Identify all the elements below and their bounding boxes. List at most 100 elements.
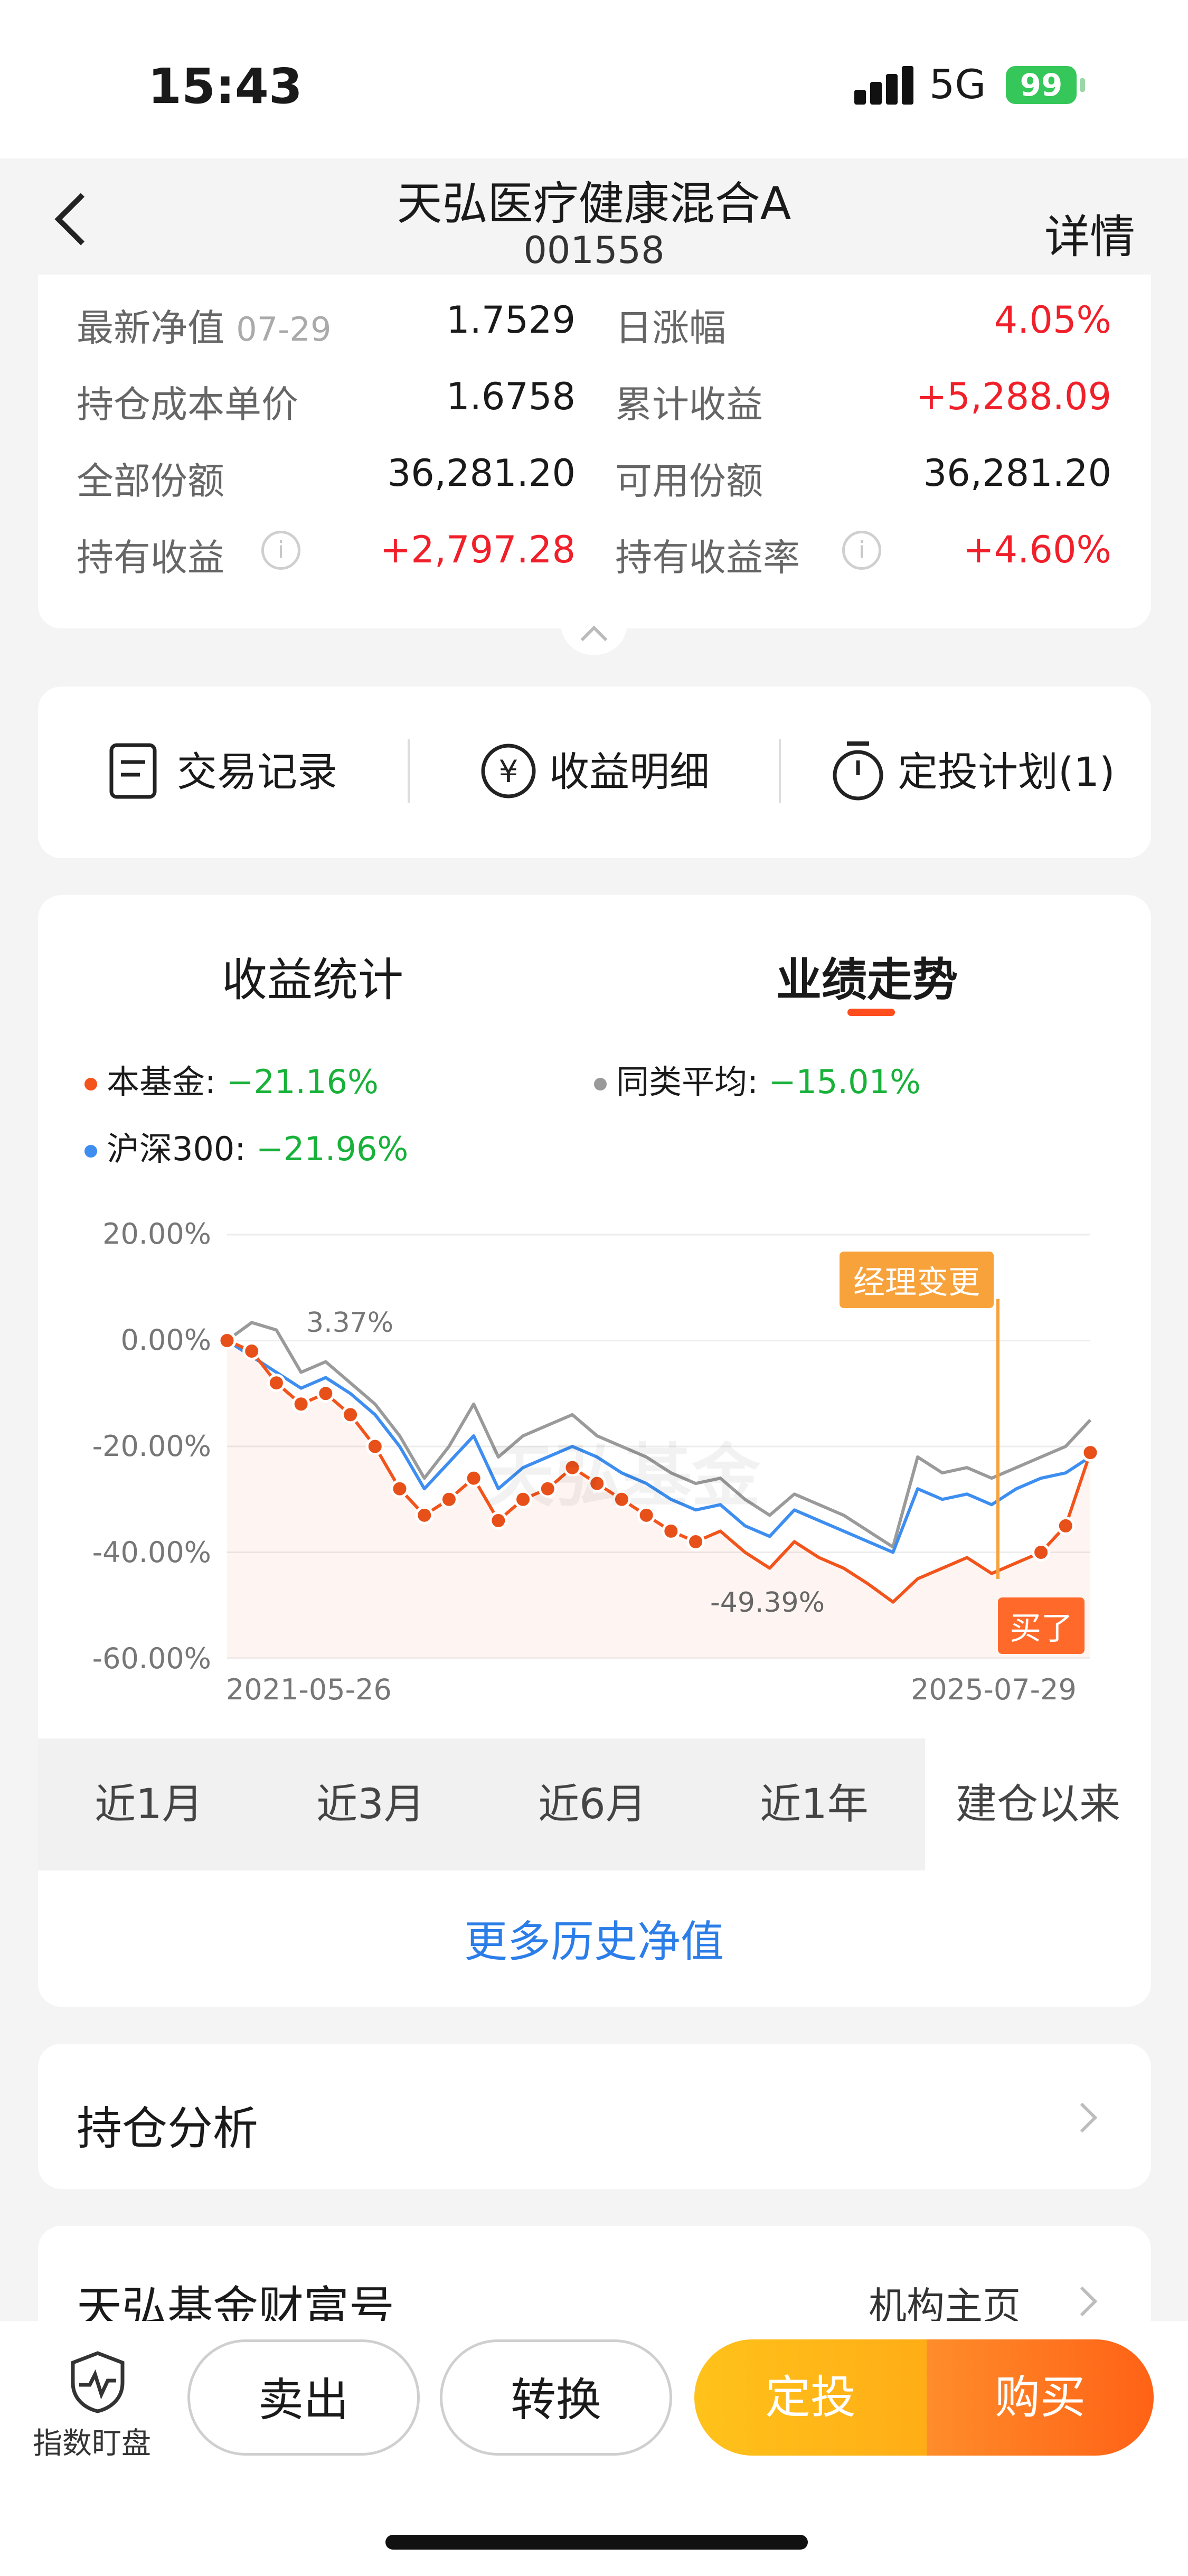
holdings-analysis-title: 持仓分析 — [77, 2102, 258, 2155]
available-shares-value: 36,281.20 — [923, 452, 1111, 495]
holdings-card — [38, 275, 1151, 628]
watch-icon[interactable] — [63, 2350, 132, 2415]
records-button[interactable]: 交易记录 — [177, 748, 337, 795]
battery-icon: 99 — [1006, 66, 1077, 104]
battery-tip — [1080, 78, 1085, 92]
timer-icon — [829, 739, 887, 805]
manager-change-badge[interactable]: 经理变更 — [840, 1252, 994, 1308]
latest-nav-date: 07-29 — [236, 310, 332, 349]
info-icon[interactable]: i — [261, 531, 300, 570]
fund-area — [227, 1340, 1090, 1658]
y-tick-label: 20.00% — [102, 1217, 211, 1251]
x-tick-label: 2025-07-29 — [911, 1673, 1077, 1706]
fund-code: 001558 — [523, 229, 665, 272]
auto-invest-button[interactable]: 定投 — [694, 2339, 927, 2456]
trade-marker — [218, 1331, 237, 1350]
tab-indicator — [847, 1009, 895, 1016]
actions-card — [38, 687, 1151, 858]
latest-nav-text: 最新净值 — [77, 306, 224, 350]
period-since-inception[interactable]: 建仓以来 — [925, 1738, 1151, 1870]
trade-marker — [563, 1458, 582, 1477]
trade-marker — [637, 1506, 656, 1525]
records-icon — [108, 742, 161, 802]
available-shares-label: 可用份额 — [615, 459, 763, 503]
trade-marker — [415, 1506, 434, 1525]
y-tick-label: 0.00% — [120, 1323, 211, 1357]
latest-nav-label: 最新净值 07-29 — [77, 298, 331, 352]
legend-index-name: 沪深300: — [107, 1130, 246, 1168]
watch-label[interactable]: 指数盯盘 — [33, 2427, 151, 2461]
trade-marker — [291, 1395, 310, 1414]
auto-invest-plan-button[interactable]: 定投计划(1) — [898, 748, 1115, 795]
trade-marker — [1032, 1543, 1051, 1562]
trade-marker — [390, 1479, 409, 1498]
trade-marker — [316, 1384, 335, 1403]
latest-nav-value: 1.7529 — [446, 298, 576, 342]
cumulative-label: 累计收益 — [615, 383, 763, 426]
tab-income-stats[interactable]: 收益统计 — [222, 954, 403, 1007]
status-time: 15:43 — [148, 58, 303, 115]
yen-icon: ¥ — [479, 742, 538, 802]
info-icon[interactable]: i — [842, 531, 881, 570]
period-1m[interactable]: 近1月 — [95, 1781, 203, 1828]
period-1y[interactable]: 近1年 — [760, 1781, 869, 1828]
sell-button[interactable]: 卖出 — [187, 2339, 420, 2456]
legend-index-value: −21.96% — [256, 1130, 409, 1168]
more-history-link[interactable]: 更多历史净值 — [464, 1917, 724, 1967]
convert-button[interactable]: 转换 — [440, 2339, 672, 2456]
tab-performance-trend[interactable]: 业绩走势 — [776, 954, 958, 1007]
peak-label: 3.37% — [306, 1307, 394, 1339]
holding-profit-label: 持有收益 — [77, 536, 224, 579]
trough-label: -49.39% — [710, 1587, 825, 1619]
legend-dot — [594, 1077, 607, 1090]
trade-marker — [514, 1490, 533, 1509]
y-tick-label: -20.00% — [92, 1430, 211, 1463]
legend-peer: 同类平均: −15.01% — [594, 1055, 921, 1103]
holdings-analysis-row[interactable] — [38, 2044, 1151, 2189]
divider — [779, 739, 781, 803]
buy-button[interactable]: 购买 — [927, 2339, 1154, 2456]
legend-dot — [84, 1144, 97, 1158]
period-3m[interactable]: 近3月 — [316, 1781, 425, 1828]
trade-marker — [1081, 1443, 1100, 1462]
y-tick-label: -40.00% — [92, 1536, 211, 1569]
legend-peer-name: 同类平均: — [616, 1063, 758, 1101]
legend-index: 沪深300: −21.96% — [84, 1122, 408, 1170]
collapse-icon[interactable] — [561, 607, 627, 655]
total-shares-label: 全部份额 — [77, 459, 224, 503]
svg-text:¥: ¥ — [499, 754, 518, 789]
x-tick-label: 2021-05-26 — [226, 1673, 392, 1706]
page-title: 天弘医疗健康混合A — [397, 177, 791, 230]
trade-marker — [341, 1405, 360, 1424]
holding-rate-label: 持有收益率 — [615, 536, 800, 579]
daily-change-label: 日涨幅 — [615, 306, 726, 350]
watermark-logo: 天弘基金 — [486, 1436, 761, 1516]
trade-marker — [365, 1437, 384, 1456]
trade-marker — [588, 1474, 607, 1493]
series-line-peer — [226, 1321, 1092, 1549]
holding-profit-value: +2,797.28 — [380, 528, 576, 571]
income-detail-button[interactable]: 收益明细 — [549, 748, 710, 795]
y-tick-label: -60.00% — [92, 1642, 211, 1675]
holding-rate-value: +4.60% — [963, 528, 1111, 571]
legend-fund: 本基金: −21.16% — [84, 1055, 379, 1103]
status-bar — [0, 0, 1188, 158]
legend-dot — [84, 1077, 97, 1090]
performance-chart — [218, 1234, 1100, 1659]
bought-badge[interactable]: 买了 — [998, 1597, 1085, 1654]
cumulative-value: +5,288.09 — [916, 375, 1111, 418]
network-label: 5G — [929, 61, 986, 108]
series-line-index — [226, 1339, 1091, 1554]
divider — [408, 739, 410, 803]
total-shares-value: 36,281.20 — [387, 452, 576, 495]
trade-marker — [1056, 1516, 1075, 1535]
unit-cost-label: 持仓成本单价 — [77, 383, 298, 426]
trade-marker — [439, 1490, 458, 1509]
detail-button[interactable]: 详情 — [1044, 211, 1135, 264]
trade-marker — [612, 1490, 631, 1509]
trade-marker — [662, 1521, 681, 1540]
trade-marker — [538, 1479, 557, 1498]
trade-marker — [686, 1532, 705, 1551]
legend-fund-value: −21.16% — [226, 1063, 379, 1101]
period-6m[interactable]: 近6月 — [538, 1781, 647, 1828]
